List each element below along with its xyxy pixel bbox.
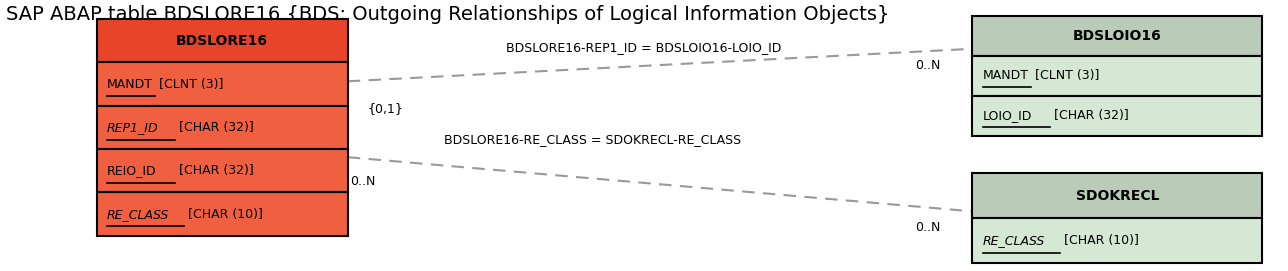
Bar	[972, 96, 1262, 136]
Text: RE_CLASS: RE_CLASS	[983, 234, 1045, 247]
Text: MANDT: MANDT	[983, 69, 1029, 82]
Bar	[972, 218, 1262, 263]
Text: [CHAR (32)]: [CHAR (32)]	[175, 121, 254, 134]
Text: 0..N: 0..N	[914, 221, 940, 234]
Bar	[97, 19, 348, 62]
Text: [CHAR (10)]: [CHAR (10)]	[1060, 234, 1139, 247]
Text: BDSLORE16-REP1_ID = BDSLOIO16-LOIO_ID: BDSLORE16-REP1_ID = BDSLOIO16-LOIO_ID	[506, 41, 782, 54]
Bar	[97, 106, 348, 149]
Text: [CHAR (10)]: [CHAR (10)]	[184, 208, 263, 221]
Text: [CLNT (3)]: [CLNT (3)]	[1032, 69, 1100, 82]
Text: 0..N: 0..N	[914, 59, 940, 72]
Text: 0..N: 0..N	[350, 175, 376, 188]
Text: [CLNT (3)]: [CLNT (3)]	[156, 78, 224, 91]
Text: LOIO_ID: LOIO_ID	[983, 109, 1032, 122]
Text: SAP ABAP table BDSLORE16 {BDS: Outgoing Relationships of Logical Information Obj: SAP ABAP table BDSLORE16 {BDS: Outgoing …	[6, 5, 890, 24]
Text: SDOKRECL: SDOKRECL	[1075, 189, 1159, 203]
Text: BDSLORE16-RE_CLASS = SDOKRECL-RE_CLASS: BDSLORE16-RE_CLASS = SDOKRECL-RE_CLASS	[444, 133, 741, 146]
Bar	[97, 62, 348, 106]
Text: BDSLOIO16: BDSLOIO16	[1073, 29, 1162, 43]
Text: {0,1}: {0,1}	[367, 102, 403, 115]
Text: BDSLORE16: BDSLORE16	[176, 34, 268, 48]
Text: [CHAR (32)]: [CHAR (32)]	[1051, 109, 1130, 122]
Bar	[97, 149, 348, 192]
Text: REP1_ID: REP1_ID	[107, 121, 158, 134]
Text: [CHAR (32)]: [CHAR (32)]	[175, 164, 254, 177]
Bar	[97, 192, 348, 236]
Bar	[972, 56, 1262, 96]
Text: RE_CLASS: RE_CLASS	[107, 208, 169, 221]
Bar	[972, 16, 1262, 56]
Bar	[972, 173, 1262, 218]
Text: REIO_ID: REIO_ID	[107, 164, 157, 177]
Text: MANDT: MANDT	[107, 78, 153, 91]
